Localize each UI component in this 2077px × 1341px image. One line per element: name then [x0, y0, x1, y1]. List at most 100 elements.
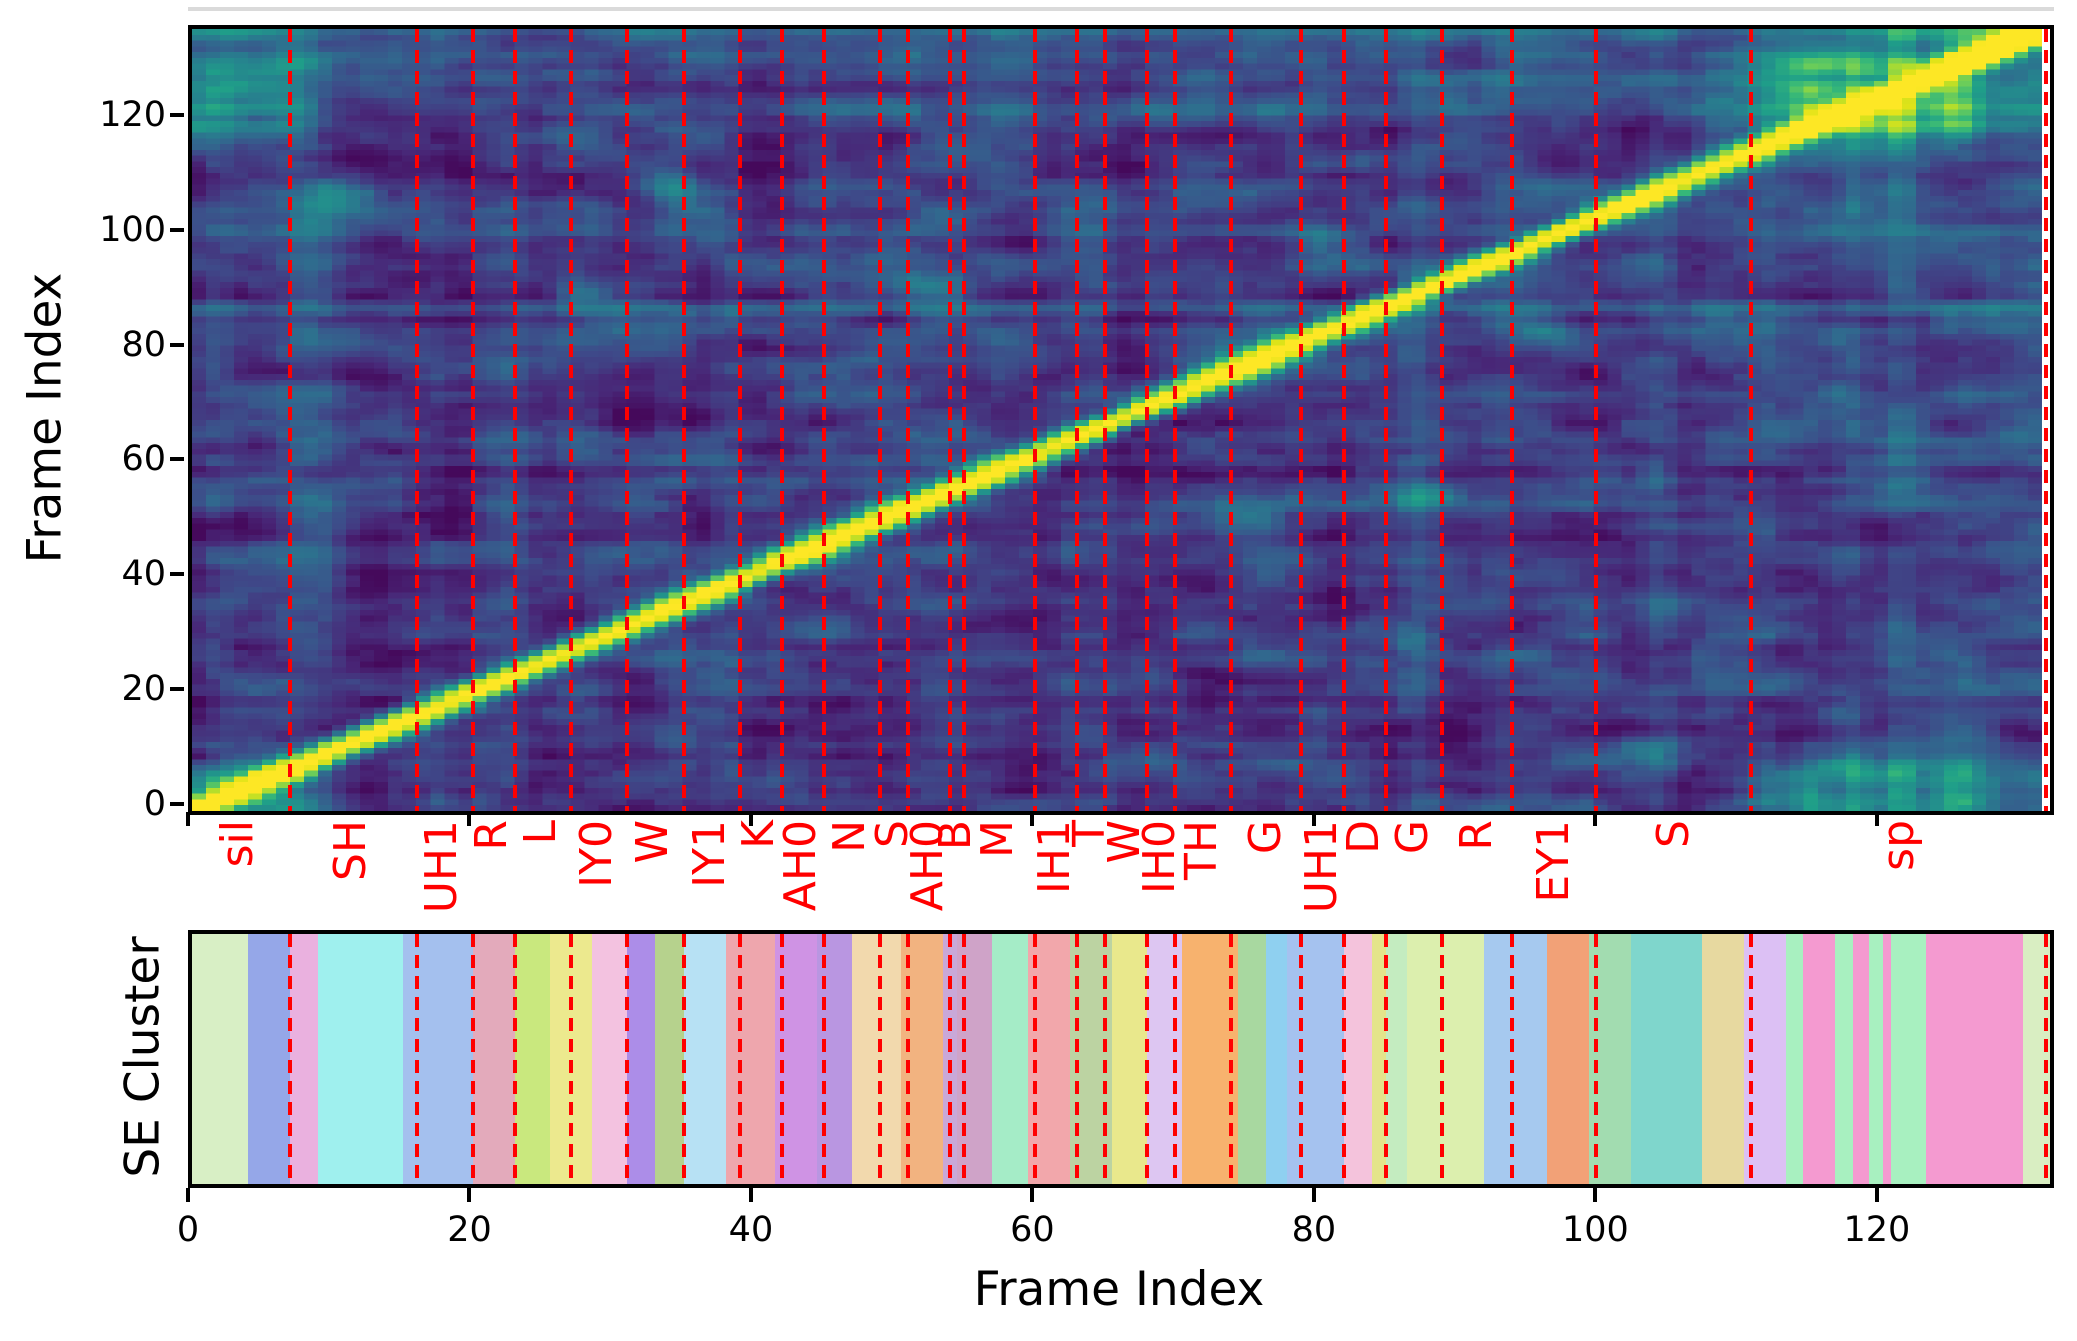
phoneme-label: R [1450, 820, 1502, 851]
y-axis-label: Frame Index [17, 272, 73, 564]
se-cluster-segment [1926, 934, 2024, 1184]
phoneme-label: D [1338, 820, 1390, 854]
y-tick-label: 60 [121, 439, 166, 480]
phoneme-boundary-line [906, 934, 911, 1184]
phoneme-boundary-line [681, 29, 686, 811]
se-cluster-segment [683, 934, 726, 1184]
phoneme-boundary-line [1074, 29, 1079, 811]
se-cluster-segment [1547, 934, 1590, 1184]
y-tick-label: 0 [143, 784, 166, 824]
phoneme-label: IY0 [571, 820, 623, 888]
phoneme-boundary-line [1144, 934, 1149, 1184]
phoneme-boundary-line [962, 934, 967, 1184]
phoneme-boundary-line [625, 29, 630, 811]
se-cluster-segment [1371, 934, 1386, 1184]
x-tick-label: 40 [728, 1210, 774, 1250]
x-tick-mark-top-panel [186, 812, 190, 826]
phoneme-boundary-line [569, 29, 574, 811]
se-cluster-segment [1385, 934, 1407, 1184]
x-tick-mark-top-panel [748, 812, 753, 826]
x-tick-mark-top-panel [1311, 812, 1316, 826]
phoneme-boundary-line [1341, 934, 1346, 1184]
x-tick-mark [1030, 1188, 1035, 1202]
phoneme-boundary-line [2043, 29, 2048, 811]
phoneme-boundary-line [1594, 934, 1599, 1184]
phoneme-label: M [972, 820, 1024, 858]
x-tick-mark-top-panel [1030, 812, 1035, 826]
phoneme-label: W [627, 820, 679, 864]
se-cluster-segment [725, 934, 775, 1184]
se-cluster-segment [1406, 934, 1485, 1184]
se-cluster-segment [472, 934, 515, 1184]
phoneme-label: SH [324, 820, 376, 882]
phoneme-boundary-line [1748, 29, 1753, 811]
phoneme-boundary-line [1510, 29, 1515, 811]
se-cluster-segment [192, 934, 249, 1184]
phoneme-boundary-line [2043, 934, 2048, 1184]
se-cluster-segment [1287, 934, 1344, 1184]
phoneme-boundary-line [878, 29, 883, 811]
se-cluster-segment [1868, 934, 1883, 1184]
phoneme-boundary-line [1341, 29, 1346, 811]
phoneme-label-strip: sil SH UH1 R L IY0 W IY1 K AH0 N S AH0 B M IH1 T W IH0 TH G U… [188, 818, 2050, 930]
se-cluster-segment [1238, 934, 1267, 1184]
se-cluster-segment [1631, 934, 1702, 1184]
phoneme-label: G [1239, 820, 1291, 855]
y-tick-label: 40 [121, 554, 166, 595]
y-tick-label: 120 [99, 94, 166, 135]
phoneme-boundary-line [1439, 934, 1444, 1184]
phoneme-boundary-line [288, 29, 293, 811]
se-cluster-panel [188, 930, 2054, 1188]
phoneme-boundary-line [1102, 934, 1107, 1184]
x-tick-label: 20 [447, 1210, 492, 1250]
se-cluster-segment [627, 934, 656, 1184]
phoneme-boundary-line [1229, 29, 1234, 811]
phoneme-boundary-line [1173, 29, 1178, 811]
phoneme-label: sil [212, 820, 264, 868]
se-cluster-segment [248, 934, 291, 1184]
cluster-y-axis-label: SE Cluster [115, 936, 171, 1178]
y-tick-mark [170, 342, 184, 347]
phoneme-boundary-line [1748, 934, 1753, 1184]
se-cluster-segment [1266, 934, 1288, 1184]
x-tick-mark [1311, 1188, 1316, 1202]
se-cluster-segment [992, 934, 1028, 1184]
phoneme-boundary-line [1299, 934, 1304, 1184]
se-cluster-segment [1802, 934, 1836, 1184]
se-cluster-segment [592, 934, 628, 1184]
se-cluster-segment [402, 934, 473, 1184]
phoneme-boundary-line [1032, 29, 1037, 811]
y-tick-mark [170, 227, 184, 232]
phoneme-label: sp [1873, 820, 1924, 871]
phoneme-boundary-line [1173, 934, 1178, 1184]
se-cluster-segment [515, 934, 551, 1184]
phoneme-label: S [1647, 820, 1699, 848]
phoneme-boundary-line [1439, 29, 1444, 811]
phoneme-boundary-line [1510, 934, 1515, 1184]
x-tick-label: 80 [1291, 1210, 1337, 1250]
phoneme-boundary-line [1074, 934, 1079, 1184]
y-tick-mark [170, 572, 184, 577]
phoneme-boundary-line [737, 29, 742, 811]
x-axis-label: Frame Index [973, 1262, 1265, 1317]
se-cluster-segment [1484, 934, 1548, 1184]
se-cluster-segment [655, 934, 684, 1184]
phoneme-boundary-line [906, 29, 911, 811]
phoneme-boundary-line [1383, 934, 1388, 1184]
y-tick-label: 80 [121, 324, 166, 365]
x-tick-mark-top-panel [467, 812, 472, 826]
phoneme-boundary-line [948, 29, 953, 811]
se-cluster-segment [1853, 934, 1869, 1184]
y-tick-mark [170, 687, 184, 692]
self-similarity-heatmap [192, 29, 2042, 811]
phoneme-boundary-line [513, 29, 517, 811]
x-tick-mark [467, 1188, 472, 1202]
se-cluster-segment [1882, 934, 1892, 1184]
phoneme-boundary-line [821, 29, 826, 811]
phoneme-boundary-line [681, 934, 686, 1184]
x-tick-mark [1593, 1188, 1598, 1202]
x-tick-label: 100 [1562, 1210, 1629, 1250]
phoneme-boundary-line [779, 934, 784, 1184]
y-tick-mark [170, 457, 184, 462]
